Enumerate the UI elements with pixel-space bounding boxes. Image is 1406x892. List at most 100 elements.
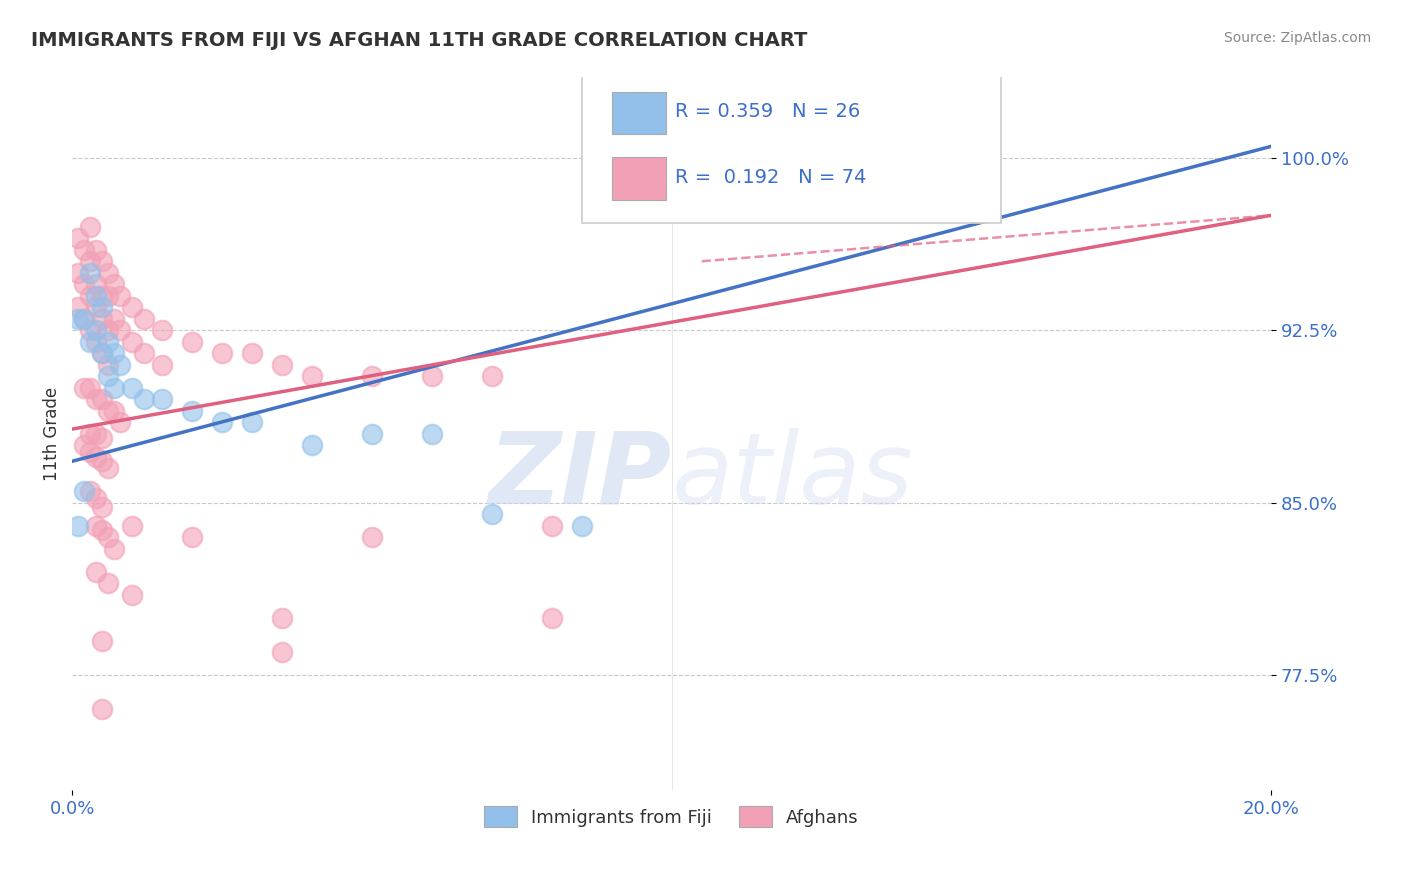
FancyBboxPatch shape <box>612 157 665 200</box>
Point <box>271 610 294 624</box>
Point <box>73 311 96 326</box>
Point <box>181 403 204 417</box>
Point <box>91 346 114 360</box>
Point <box>108 323 131 337</box>
Point <box>481 369 503 384</box>
Point <box>97 358 120 372</box>
Y-axis label: 11th Grade: 11th Grade <box>44 386 60 481</box>
Point <box>271 645 294 659</box>
Point <box>67 300 90 314</box>
Point <box>150 323 173 337</box>
Point <box>84 243 107 257</box>
Point <box>79 323 101 337</box>
Point <box>73 311 96 326</box>
Point <box>108 415 131 429</box>
Point <box>91 523 114 537</box>
Point <box>91 311 114 326</box>
Point <box>240 415 263 429</box>
Point <box>91 289 114 303</box>
Point <box>97 289 120 303</box>
Point <box>79 219 101 234</box>
Point <box>84 300 107 314</box>
Point <box>121 300 143 314</box>
Point <box>121 518 143 533</box>
Point <box>181 334 204 349</box>
Point <box>240 346 263 360</box>
Point <box>91 454 114 468</box>
Point <box>84 392 107 407</box>
Point <box>84 450 107 464</box>
Point <box>121 381 143 395</box>
Point <box>97 576 120 591</box>
Point <box>134 311 156 326</box>
Point <box>79 254 101 268</box>
Point <box>97 461 120 475</box>
Point <box>91 346 114 360</box>
Point <box>181 530 204 544</box>
Point <box>301 438 323 452</box>
Point <box>103 403 125 417</box>
Point <box>84 518 107 533</box>
Point <box>134 392 156 407</box>
Point <box>84 289 107 303</box>
Point <box>211 415 233 429</box>
Point <box>91 392 114 407</box>
Point <box>79 381 101 395</box>
Point <box>103 277 125 292</box>
Point <box>420 369 443 384</box>
Point <box>361 426 384 441</box>
Point <box>91 431 114 445</box>
Point <box>97 403 120 417</box>
Point <box>79 426 101 441</box>
Point <box>420 426 443 441</box>
Legend: Immigrants from Fiji, Afghans: Immigrants from Fiji, Afghans <box>477 799 866 834</box>
Text: IMMIGRANTS FROM FIJI VS AFGHAN 11TH GRADE CORRELATION CHART: IMMIGRANTS FROM FIJI VS AFGHAN 11TH GRAD… <box>31 31 807 50</box>
Point <box>97 369 120 384</box>
Point <box>108 358 131 372</box>
Point <box>73 243 96 257</box>
Point <box>97 323 120 337</box>
Point <box>103 311 125 326</box>
Point <box>84 277 107 292</box>
Point <box>84 323 107 337</box>
Point <box>121 334 143 349</box>
Point <box>540 610 562 624</box>
Point <box>121 588 143 602</box>
Point <box>91 702 114 716</box>
Point <box>84 426 107 441</box>
Point <box>73 484 96 499</box>
Point <box>91 254 114 268</box>
Text: R =  0.192   N = 74: R = 0.192 N = 74 <box>675 168 866 186</box>
Point <box>150 358 173 372</box>
Point <box>84 491 107 505</box>
Point <box>79 289 101 303</box>
Point <box>91 300 114 314</box>
Point <box>134 346 156 360</box>
Point <box>79 484 101 499</box>
Point <box>361 369 384 384</box>
Text: Source: ZipAtlas.com: Source: ZipAtlas.com <box>1223 31 1371 45</box>
Point <box>97 530 120 544</box>
Text: ZIP: ZIP <box>489 428 672 524</box>
Text: atlas: atlas <box>672 428 914 524</box>
Point <box>97 334 120 349</box>
Point <box>84 334 107 349</box>
Point <box>73 381 96 395</box>
Point <box>103 541 125 556</box>
Point <box>271 358 294 372</box>
Point <box>211 346 233 360</box>
Point <box>103 381 125 395</box>
Point <box>79 334 101 349</box>
Point <box>97 266 120 280</box>
Point <box>67 231 90 245</box>
FancyBboxPatch shape <box>582 74 1001 224</box>
Point <box>79 266 101 280</box>
Point <box>571 518 593 533</box>
Point <box>67 311 90 326</box>
Point <box>481 507 503 521</box>
Point <box>73 277 96 292</box>
Point <box>73 438 96 452</box>
Point <box>103 346 125 360</box>
Point <box>67 518 90 533</box>
Point <box>91 633 114 648</box>
